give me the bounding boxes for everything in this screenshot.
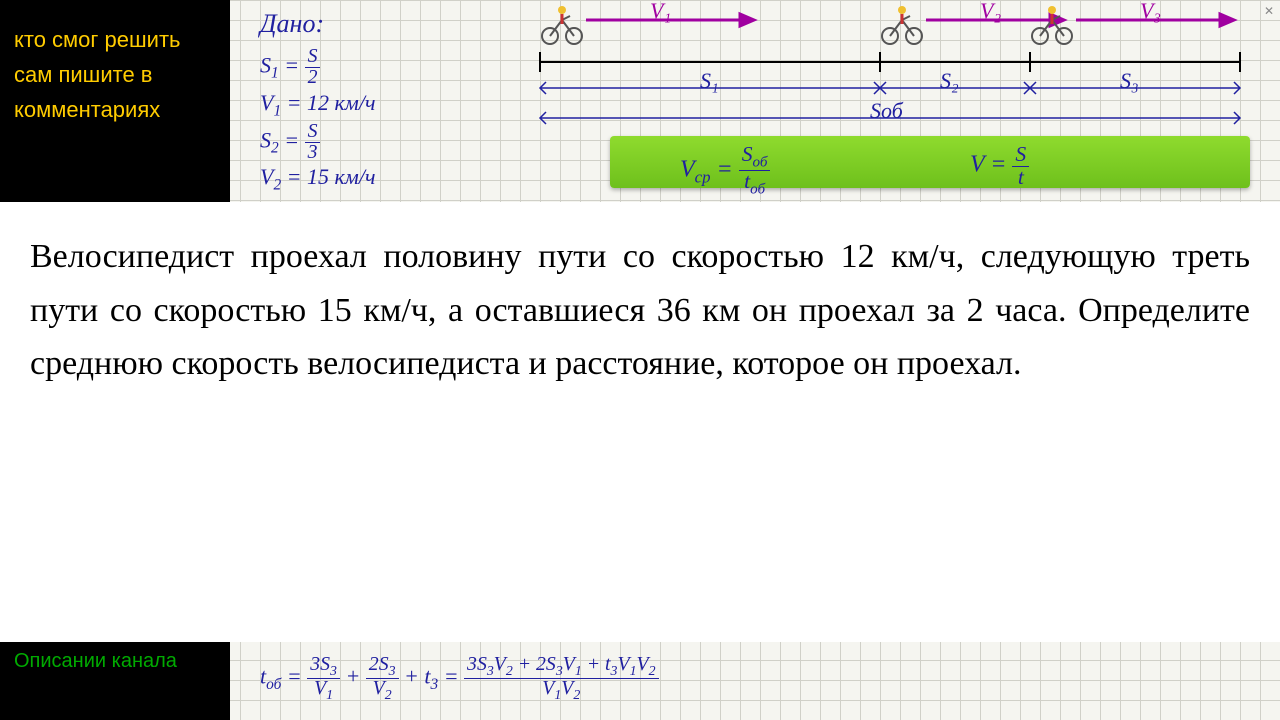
cyclist-icon <box>882 6 922 44</box>
channel-description-label: Описании канала <box>14 650 177 673</box>
v-formula: V = St <box>970 144 1029 188</box>
given-column: Дано: S1 = S2 V1 = 12 км/ч S2 = S3 V2 = … <box>260 6 490 231</box>
v1-label: V₁ <box>650 0 671 24</box>
close-icon: ✕ <box>1264 4 1274 18</box>
given-s1: S1 = S2 <box>260 47 490 88</box>
problem-box: Велосипедист проехал половину пути со ск… <box>0 202 1280 642</box>
left-prompt-line3: комментариях <box>14 92 224 127</box>
s1-label: S₁ <box>700 68 719 94</box>
given-v2: V2 = 15 км/ч <box>260 162 490 196</box>
vcp-formula: Vср = Sобtоб <box>680 144 770 198</box>
s2-label: S₂ <box>940 68 959 94</box>
left-prompt-line1: кто смог решить <box>14 22 224 57</box>
problem-text: Велосипедист проехал половину пути со ск… <box>30 230 1250 391</box>
left-prompt-line2: сам пишите в <box>14 57 224 92</box>
bottom-formula: tоб = 3S3V1 + 2S3V2 + t3 = 3S3V2 + 2S3V1… <box>260 655 1260 702</box>
stotal-label: Sоб <box>870 98 903 124</box>
v3-label: V₃ <box>1140 0 1161 24</box>
s3-label: S₃ <box>1120 68 1139 94</box>
close-button[interactable]: ✕ <box>1262 4 1276 18</box>
left-prompt: кто смог решить сам пишите в комментария… <box>14 22 224 128</box>
v2-label: V₂ <box>980 0 1001 24</box>
given-v1: V1 = 12 км/ч <box>260 88 490 122</box>
given-s2: S2 = S3 <box>260 122 490 163</box>
cyclist-icon <box>542 6 582 44</box>
given-title: Дано: <box>260 6 490 41</box>
